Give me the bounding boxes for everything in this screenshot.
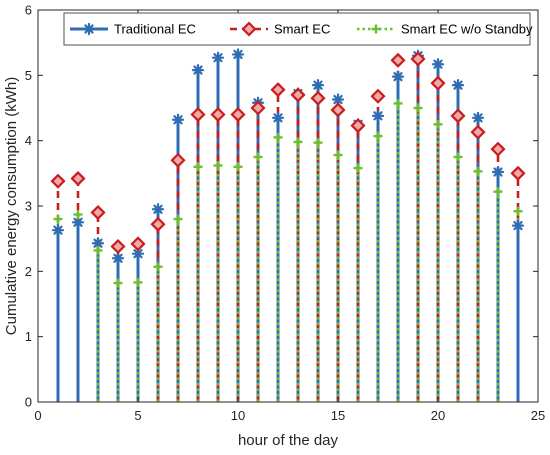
- marker-2-20: [430, 75, 446, 91]
- legend-marker-2: [241, 21, 257, 37]
- marker-3-4: [113, 278, 123, 288]
- markers-layer: [50, 48, 526, 288]
- x-tick-label: 0: [34, 408, 41, 423]
- marker-2-2: [70, 171, 86, 187]
- stems-layer: [56, 54, 520, 402]
- x-axis-label: hour of the day: [238, 432, 339, 449]
- marker-3-12: [273, 132, 283, 142]
- marker-3-14: [313, 138, 323, 148]
- marker-3-1: [53, 214, 63, 224]
- marker-2-10: [230, 106, 246, 123]
- marker-2-11: [250, 100, 266, 116]
- marker-3-24: [513, 206, 523, 216]
- legend-marker-3: [371, 24, 381, 34]
- marker-3-18: [393, 98, 403, 108]
- marker-2-23: [490, 141, 506, 157]
- marker-3-20: [433, 119, 443, 129]
- marker-2-4: [110, 238, 126, 255]
- y-tick-label: 4: [25, 133, 32, 148]
- marker-2-19: [410, 51, 426, 67]
- marker-1-12: [271, 111, 285, 124]
- marker-3-7: [173, 214, 183, 224]
- legend-marker-1: [82, 22, 96, 36]
- marker-1-24: [511, 219, 525, 232]
- legend: Traditional EC Smart EC Smart EC w/o Stand…: [63, 12, 533, 46]
- marker-2-9: [210, 106, 226, 123]
- marker-3-5: [133, 277, 143, 287]
- marker-2-3: [90, 204, 106, 221]
- marker-1-22: [471, 111, 485, 124]
- marker-3-13: [293, 137, 303, 147]
- marker-1-10: [231, 48, 245, 61]
- marker-1-6: [151, 203, 165, 216]
- marker-2-12: [270, 82, 286, 98]
- y-tick-label: 3: [25, 199, 32, 214]
- legend-entry-2: Smart EC: [230, 21, 330, 37]
- y-tick-label: 0: [25, 395, 32, 410]
- marker-3-2: [73, 209, 83, 219]
- marker-2-24: [510, 165, 526, 181]
- marker-1-18: [391, 70, 405, 83]
- marker-3-10: [233, 162, 243, 172]
- marker-2-21: [450, 108, 466, 124]
- marker-2-1: [50, 173, 66, 189]
- marker-3-11: [253, 152, 263, 162]
- x-tick-label: 10: [231, 408, 245, 423]
- marker-2-22: [470, 124, 486, 140]
- marker-3-8: [193, 162, 203, 172]
- marker-1-17: [371, 109, 385, 122]
- marker-3-22: [473, 166, 483, 176]
- axis-ticks: 0 5 10 15 20 25 0 1 2 3 4 5 6: [25, 3, 545, 424]
- marker-3-16: [353, 163, 363, 173]
- x-tick-label: 25: [531, 408, 545, 423]
- marker-1-3: [91, 237, 105, 250]
- marker-2-16: [350, 118, 366, 134]
- marker-3-9: [213, 160, 223, 170]
- x-tick-label: 20: [431, 408, 445, 423]
- x-tick-label: 15: [331, 408, 345, 423]
- legend-label-3: Smart EC w/o Standby: [401, 22, 533, 37]
- marker-2-15: [330, 102, 346, 118]
- marker-1-23: [491, 165, 505, 179]
- marker-1-1: [51, 224, 65, 237]
- marker-2-17: [370, 88, 386, 104]
- marker-3-3: [93, 245, 103, 255]
- marker-3-23: [493, 187, 503, 197]
- marker-1-21: [451, 79, 465, 92]
- marker-2-7: [170, 152, 186, 168]
- marker-2-13: [290, 87, 306, 103]
- marker-2-8: [190, 106, 206, 123]
- marker-2-6: [150, 216, 166, 232]
- legend-entry-1: Traditional EC: [70, 22, 196, 37]
- marker-2-14: [310, 90, 326, 106]
- marker-2-18: [390, 52, 406, 68]
- marker-3-6: [153, 262, 163, 272]
- marker-1-4: [111, 252, 125, 265]
- y-tick-label: 5: [25, 68, 32, 83]
- legend-label-2: Smart EC: [274, 22, 330, 37]
- marker-1-20: [431, 58, 445, 71]
- y-tick-label: 2: [25, 264, 32, 279]
- marker-3-19: [413, 103, 423, 113]
- y-axis-label: Cumulative energy consumption (kWh): [3, 77, 20, 335]
- marker-3-21: [453, 152, 463, 162]
- marker-3-15: [333, 150, 343, 160]
- marker-1-7: [171, 113, 185, 126]
- marker-1-2: [71, 216, 85, 229]
- y-tick-label: 1: [25, 329, 32, 344]
- plot-area-frame: [37, 9, 539, 403]
- marker-3-17: [373, 131, 383, 141]
- x-tick-label: 5: [134, 408, 141, 423]
- legend-label-1: Traditional EC: [114, 22, 196, 37]
- marker-1-9: [211, 51, 225, 64]
- y-tick-label: 6: [25, 3, 32, 18]
- marker-1-14: [311, 79, 325, 92]
- marker-2-5: [130, 236, 146, 252]
- marker-1-8: [191, 64, 205, 77]
- legend-box: [63, 12, 531, 46]
- legend-entry-3: Smart EC w/o Standby: [357, 22, 533, 37]
